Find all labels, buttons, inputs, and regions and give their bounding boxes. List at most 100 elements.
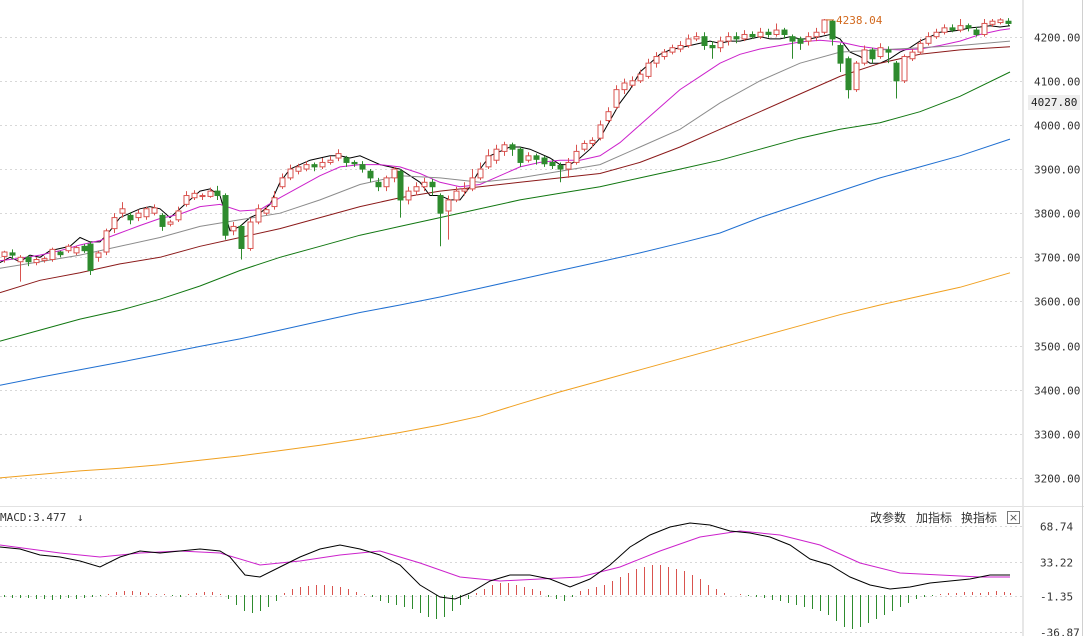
macd-y-tick-label: -36.87 xyxy=(1040,627,1080,637)
candle-body xyxy=(17,256,24,263)
candle-body xyxy=(1005,20,1012,24)
candle-body xyxy=(885,49,892,53)
candle xyxy=(199,193,206,200)
candle xyxy=(669,44,676,55)
candle-body xyxy=(214,190,221,197)
candle xyxy=(327,155,334,165)
y-tick-label: 3800.00 xyxy=(1034,208,1080,221)
candle-body xyxy=(997,19,1004,24)
candle xyxy=(151,204,158,216)
candle-body xyxy=(343,157,350,163)
candle-body xyxy=(445,199,452,212)
candle xyxy=(653,52,660,68)
candle-body xyxy=(757,31,764,38)
candle-body xyxy=(421,181,428,188)
candle xyxy=(829,19,836,46)
ma-line-ma10 xyxy=(0,28,1011,262)
candle xyxy=(1005,18,1012,26)
candle xyxy=(709,41,716,59)
candle xyxy=(111,213,118,234)
candle-body xyxy=(877,47,884,58)
candle-body xyxy=(869,49,876,60)
candle xyxy=(429,178,436,196)
candle xyxy=(41,256,48,263)
candle-body xyxy=(359,164,366,170)
candle-body xyxy=(33,259,40,264)
candle-body xyxy=(477,168,484,179)
candle xyxy=(629,76,636,88)
candle xyxy=(941,24,948,35)
candle-body xyxy=(87,243,94,272)
add-indicator-button[interactable]: 加指标 xyxy=(916,511,953,525)
candle-body xyxy=(813,31,820,38)
candle-body xyxy=(230,225,237,232)
candle xyxy=(973,26,980,37)
candle xyxy=(693,32,700,42)
switch-indicator-button[interactable]: 换指标 xyxy=(961,511,998,525)
candle-body xyxy=(81,245,88,252)
candle-body xyxy=(501,144,508,152)
candle xyxy=(367,169,374,183)
candle-body xyxy=(541,157,548,165)
candle xyxy=(247,217,254,251)
candle xyxy=(279,173,286,189)
candle xyxy=(95,250,102,262)
candle xyxy=(103,228,110,256)
candle xyxy=(725,32,732,46)
candle-body xyxy=(517,148,524,163)
candle-body xyxy=(183,195,190,205)
candle xyxy=(469,169,476,192)
ma-line-ma30 xyxy=(0,46,1011,294)
candle-body xyxy=(397,170,404,201)
candle-body xyxy=(533,155,540,160)
macd-value-label: MACD:3.477 ↓ xyxy=(0,511,83,524)
candle xyxy=(397,169,404,218)
candle-body xyxy=(805,36,812,42)
macd-value: MACD:3.477 xyxy=(0,511,67,524)
candle-body xyxy=(327,159,334,163)
candle xyxy=(573,144,580,165)
candle xyxy=(677,41,684,53)
close-icon[interactable]: × xyxy=(1007,511,1020,524)
candle-body xyxy=(255,208,262,223)
candle-body xyxy=(821,19,828,33)
candle-body xyxy=(629,80,636,86)
candle xyxy=(65,244,72,253)
candle xyxy=(733,32,740,44)
candle xyxy=(589,137,596,147)
candle-body xyxy=(127,214,134,221)
candle-body xyxy=(837,45,844,64)
high-marker: 4238.04 xyxy=(826,14,883,27)
candle-body xyxy=(573,150,580,163)
candle-body xyxy=(789,36,796,42)
macd-y-tick-label: -1.35 xyxy=(1040,591,1073,604)
candle xyxy=(741,30,748,42)
candle xyxy=(17,255,24,282)
candle-body xyxy=(1,251,8,257)
candle-body xyxy=(191,192,198,199)
candle-body xyxy=(271,197,278,208)
candle xyxy=(222,193,229,240)
candle-body xyxy=(263,209,270,214)
candle-body xyxy=(765,31,772,35)
candle-body xyxy=(383,177,390,188)
candle xyxy=(159,213,166,231)
candle xyxy=(805,32,812,46)
candle xyxy=(989,19,996,27)
candle-body xyxy=(222,195,229,236)
candle xyxy=(661,49,668,60)
macd-y-tick-label: 68.74 xyxy=(1040,521,1073,534)
candle-body xyxy=(693,36,700,40)
candle-body xyxy=(597,124,604,139)
candle-body xyxy=(925,36,932,44)
candle xyxy=(893,60,900,99)
candle-body xyxy=(95,252,102,258)
candle-body xyxy=(677,45,684,50)
current-price-tag: 4027.80 xyxy=(1028,95,1080,110)
candle-body xyxy=(367,170,374,179)
candle-body xyxy=(437,195,444,214)
candle xyxy=(781,27,788,39)
candle-body xyxy=(311,164,318,168)
change-params-button[interactable]: 改参数 xyxy=(870,511,907,525)
candle-body xyxy=(941,27,948,33)
